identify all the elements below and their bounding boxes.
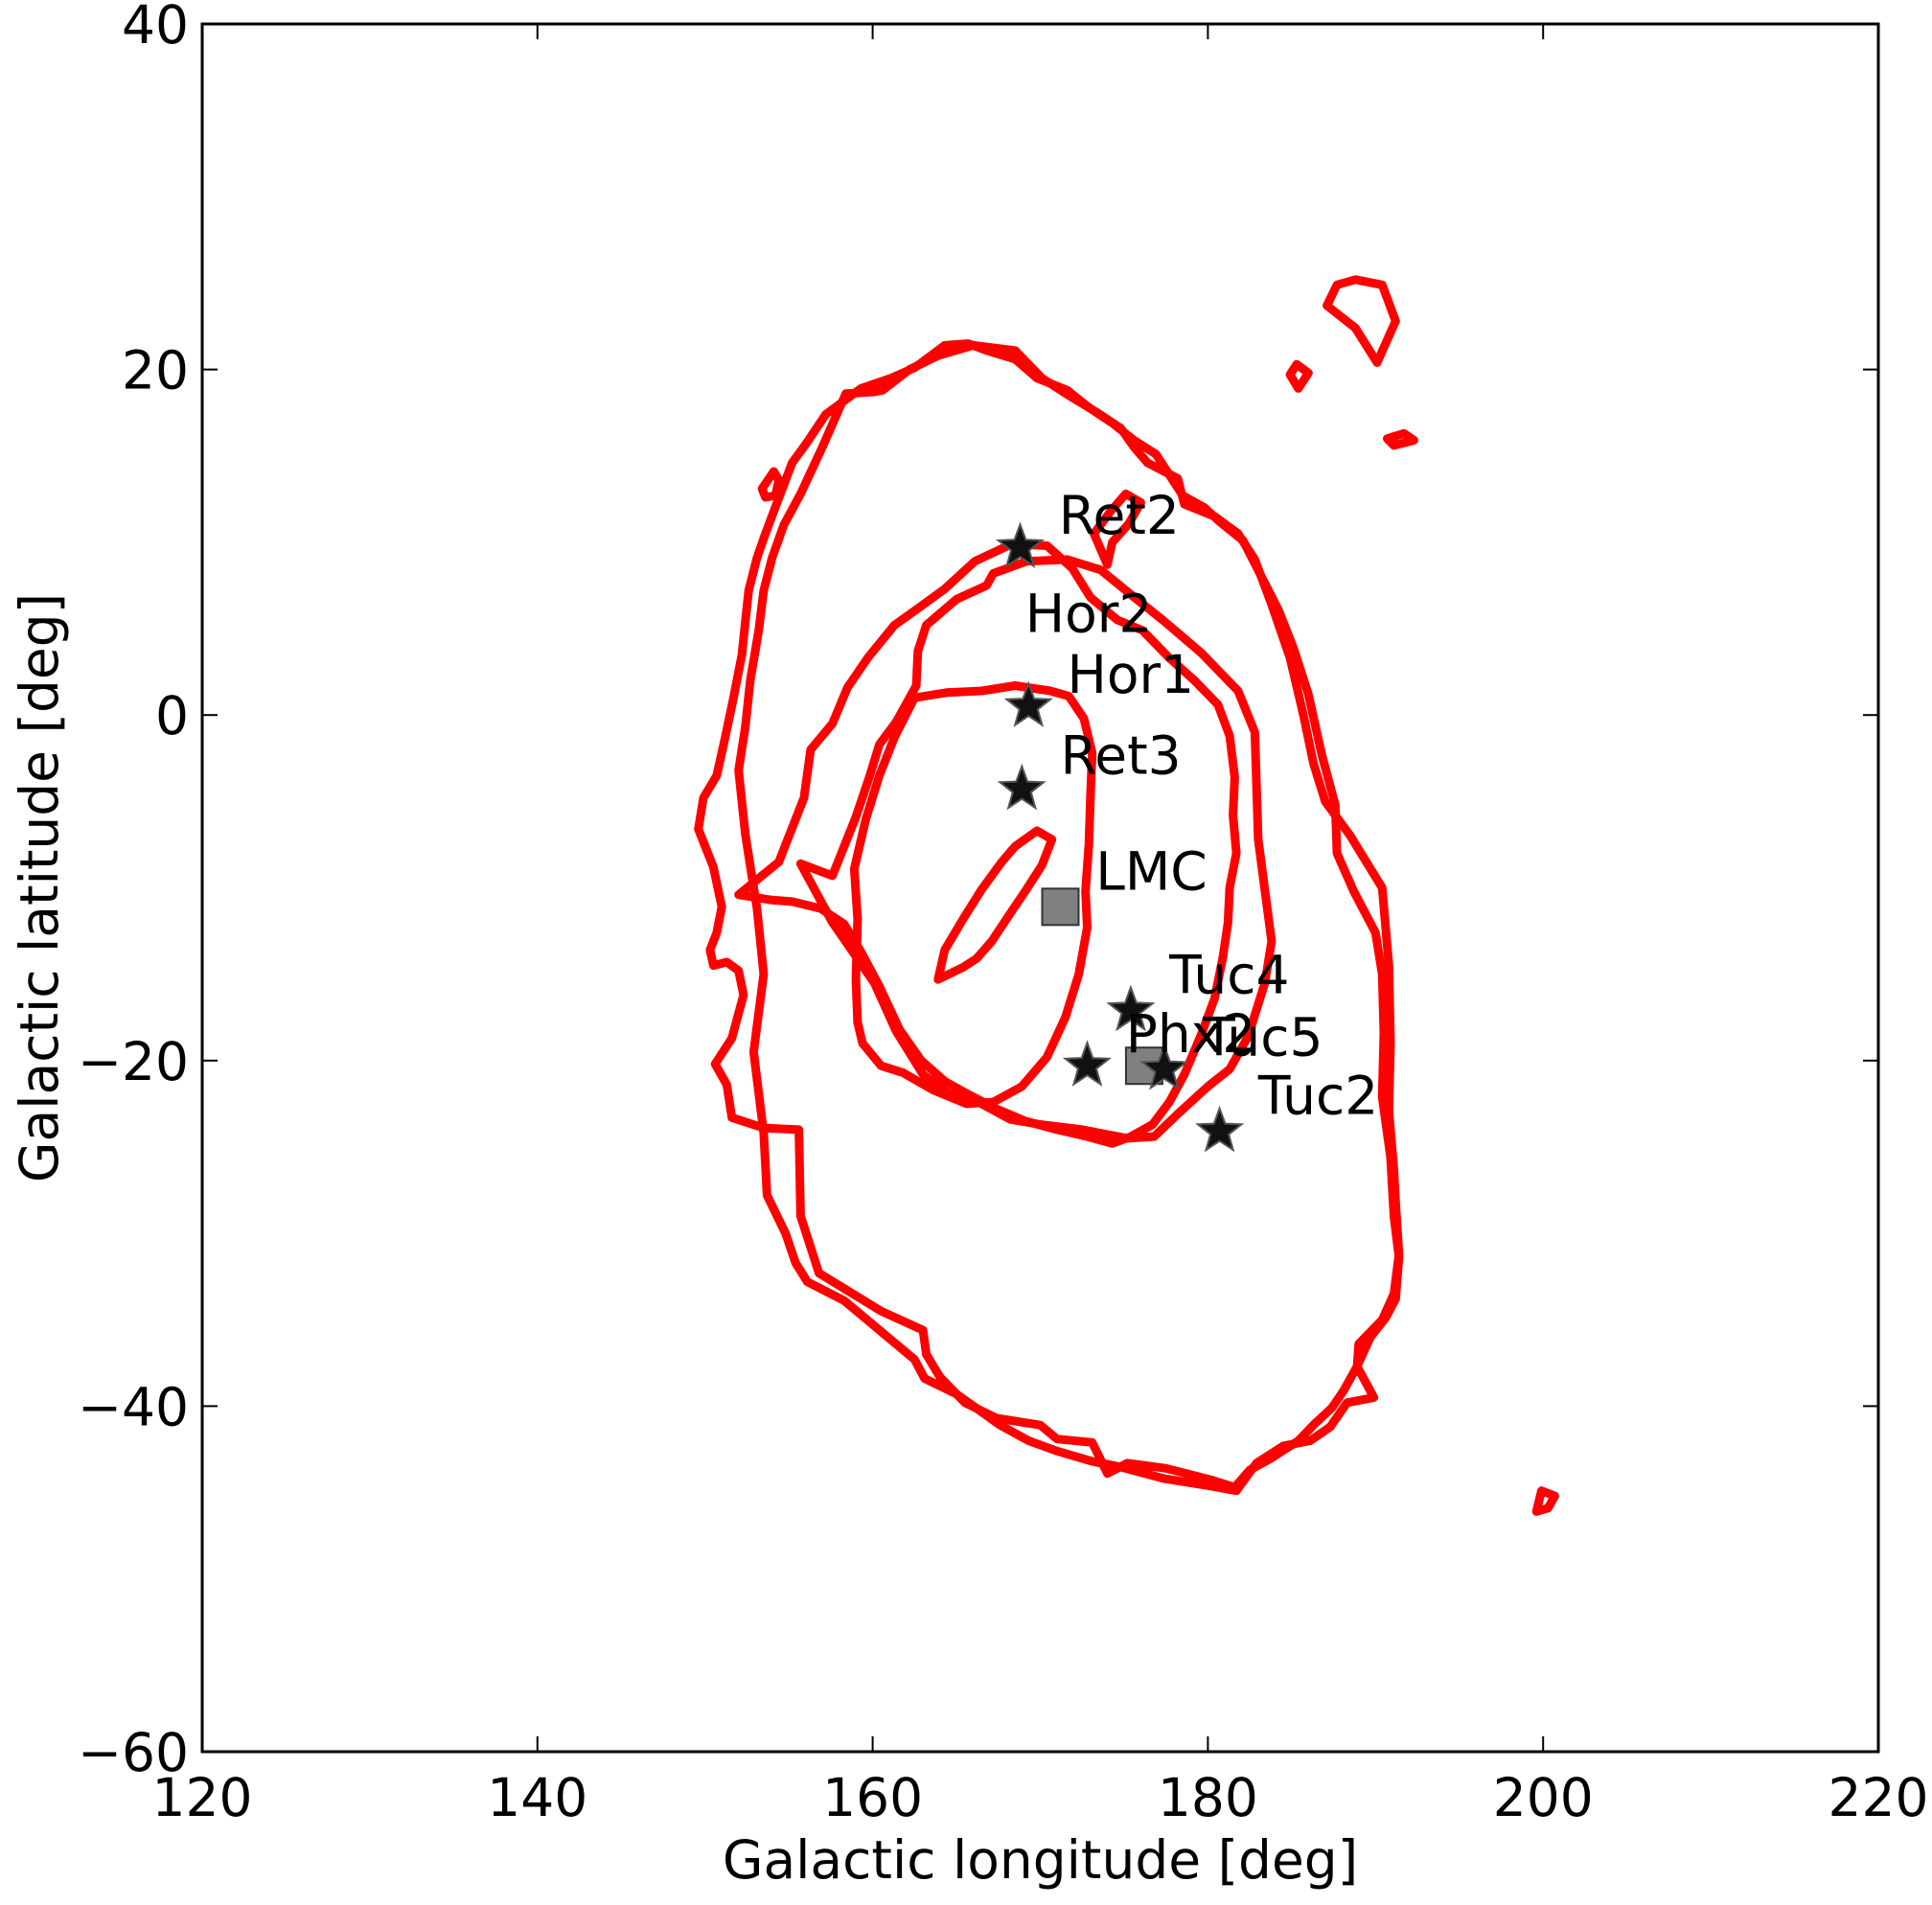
contour-island-6 xyxy=(1531,1486,1559,1516)
y-tick-label: 40 xyxy=(122,0,189,56)
star-marker-tuc5 xyxy=(1139,1043,1189,1090)
label-tuc5: Tuc5 xyxy=(1202,1006,1322,1067)
x-tick-label: 180 xyxy=(1158,1767,1258,1828)
x-axis-label: Galactic longitude [deg] xyxy=(723,1829,1358,1891)
x-tick-label: 200 xyxy=(1493,1767,1594,1828)
y-axis-label: Galactic latitude [deg] xyxy=(9,593,70,1182)
contour-line-2 xyxy=(734,340,1404,1496)
label-phx2: Phx2 xyxy=(1126,1003,1256,1065)
label-tuc2: Tuc2 xyxy=(1257,1066,1378,1127)
contour-island-1 xyxy=(757,467,784,502)
contour-line-5 xyxy=(849,681,1097,1109)
square-marker-lmc xyxy=(1041,887,1080,927)
star-marker-ret2 xyxy=(995,521,1046,569)
y-tick-label: 20 xyxy=(122,340,189,402)
x-tick-label: 160 xyxy=(822,1767,923,1828)
contour-line-4 xyxy=(933,826,1057,984)
x-tick-label: 220 xyxy=(1828,1767,1929,1828)
plot-frame xyxy=(200,22,1880,1754)
contour-line-6 xyxy=(734,539,1241,1148)
x-tick-label: 140 xyxy=(487,1767,587,1828)
star-marker-tuc4 xyxy=(1106,984,1156,1032)
contour-line-3 xyxy=(694,339,1404,1492)
contour-island-2 xyxy=(1285,359,1313,393)
label-ret3: Ret3 xyxy=(1060,725,1181,787)
contour-island-4 xyxy=(1322,275,1400,367)
contour-island-5 xyxy=(1090,489,1145,569)
y-tick-label: −40 xyxy=(78,1376,189,1437)
y-tick-label: −20 xyxy=(78,1031,189,1092)
star-marker-tuc2 xyxy=(1195,1105,1245,1153)
label-tuc4: Tuc4 xyxy=(1168,944,1289,1005)
axis-ticks: 120 140 160 180 200 220 −60 −40 −20 0 20 40 xyxy=(78,0,1929,1828)
y-tick-label: −60 xyxy=(78,1722,189,1783)
label-ret2: Ret2 xyxy=(1059,485,1180,546)
x-tick-label: 120 xyxy=(152,1767,253,1828)
plot-area xyxy=(202,24,1878,1752)
object-markers xyxy=(995,521,1245,1153)
label-hor1: Hor1 xyxy=(1067,644,1194,705)
star-marker-ret3 xyxy=(997,763,1046,811)
label-hor2: Hor2 xyxy=(1025,584,1153,645)
contour-island-3 xyxy=(1383,428,1418,450)
contour-lines xyxy=(694,275,1559,1516)
star-marker-hor1 xyxy=(1003,680,1053,727)
star-marker-phx2 xyxy=(1062,1040,1113,1087)
y-tick-label: 0 xyxy=(155,685,189,746)
label-lmc: LMC xyxy=(1095,840,1208,902)
